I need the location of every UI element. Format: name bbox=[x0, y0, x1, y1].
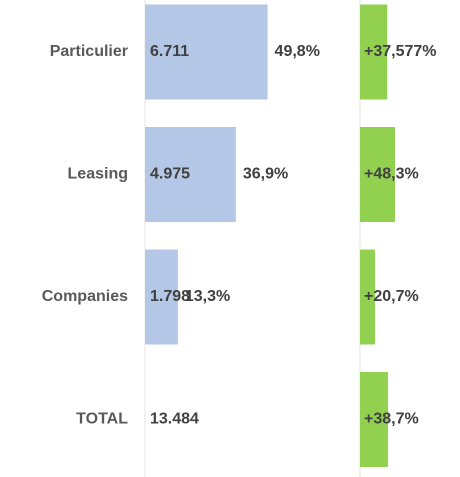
growth-label: +38,7% bbox=[364, 411, 419, 428]
volume-bar bbox=[145, 4, 268, 100]
share-label: 36,9% bbox=[243, 166, 288, 183]
volume-label: 4.975 bbox=[150, 166, 190, 183]
total-label: 13.484 bbox=[150, 411, 199, 428]
share-label: 13,3% bbox=[185, 288, 230, 305]
category-label: Particulier bbox=[50, 43, 128, 60]
category-label: Leasing bbox=[68, 166, 128, 183]
growth-label: +37,577% bbox=[364, 43, 437, 60]
growth-label: +48,3% bbox=[364, 166, 419, 183]
category-label: Companies bbox=[42, 288, 128, 305]
volume-bar bbox=[145, 127, 236, 222]
volume-label: 6.711 bbox=[150, 43, 189, 60]
growth-label: +20,7% bbox=[364, 288, 419, 305]
volume-label: 1.798 bbox=[150, 288, 190, 305]
volume-bar bbox=[145, 249, 178, 345]
share-label: 49,8% bbox=[275, 43, 320, 60]
growth-bar bbox=[360, 249, 375, 345]
growth-bar bbox=[360, 4, 388, 100]
category-label: TOTAL bbox=[76, 411, 128, 428]
growth-bar bbox=[360, 372, 389, 467]
growth-bar bbox=[360, 127, 395, 222]
